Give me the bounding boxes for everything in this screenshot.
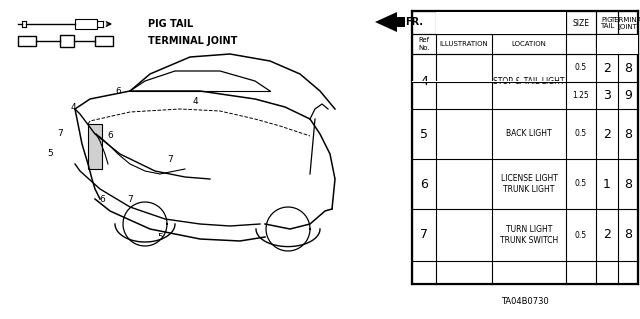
Text: COUPLER: COUPLER <box>481 19 521 27</box>
Text: 2: 2 <box>603 228 611 241</box>
Text: 5: 5 <box>420 128 428 140</box>
Text: SIZE: SIZE <box>573 19 589 27</box>
Text: 0.5: 0.5 <box>575 63 587 72</box>
Text: PIG TAIL: PIG TAIL <box>148 19 193 29</box>
Bar <box>449 75 456 88</box>
Text: TERMINAL
JOINT: TERMINAL JOINT <box>611 17 640 29</box>
Bar <box>458 160 470 165</box>
Text: 7: 7 <box>127 195 133 204</box>
Bar <box>439 216 489 254</box>
Bar <box>458 110 470 115</box>
Polygon shape <box>375 12 405 32</box>
Text: 8: 8 <box>624 128 632 140</box>
Bar <box>95 36 113 46</box>
Text: LOCATION: LOCATION <box>511 41 547 47</box>
Text: 8: 8 <box>624 62 632 75</box>
Bar <box>436 11 566 33</box>
Bar <box>18 36 36 46</box>
Bar <box>412 11 638 284</box>
Text: 8: 8 <box>624 228 632 241</box>
Text: 7: 7 <box>167 154 173 164</box>
Text: Ref No.: Ref No. <box>605 41 630 47</box>
Text: TERMINAL JOINT: TERMINAL JOINT <box>148 36 237 46</box>
Text: 3: 3 <box>603 89 611 102</box>
Text: 4: 4 <box>420 75 428 88</box>
Text: 5: 5 <box>47 150 53 159</box>
Bar <box>472 177 479 191</box>
Text: ILLUSTRATION: ILLUSTRATION <box>440 41 488 47</box>
Text: 6: 6 <box>115 86 121 95</box>
Text: 7: 7 <box>420 228 428 241</box>
Text: TURN LIGHT
TRUNK SWITCH: TURN LIGHT TRUNK SWITCH <box>500 225 558 245</box>
Bar <box>449 228 456 242</box>
Text: 4: 4 <box>70 102 76 112</box>
Text: TA04B0730: TA04B0730 <box>501 296 549 306</box>
Bar <box>60 35 74 47</box>
Bar <box>458 211 470 216</box>
Bar <box>461 127 467 141</box>
Bar <box>472 127 479 141</box>
Text: 2: 2 <box>603 128 611 140</box>
Bar <box>75 19 97 29</box>
Text: 0.5: 0.5 <box>575 231 587 240</box>
Bar <box>439 165 489 203</box>
Bar <box>439 63 489 70</box>
Text: 8: 8 <box>624 177 632 190</box>
Bar <box>449 127 456 141</box>
Text: 6: 6 <box>420 177 428 190</box>
Text: 5: 5 <box>157 233 163 241</box>
Bar <box>472 228 479 242</box>
Text: 0.5: 0.5 <box>575 130 587 138</box>
Text: Ref
No.: Ref No. <box>418 38 430 50</box>
Bar <box>472 75 479 88</box>
Text: LICENSE LIGHT
TRUNK LIGHT: LICENSE LIGHT TRUNK LIGHT <box>500 174 557 194</box>
Text: PIG
TAIL: PIG TAIL <box>600 17 614 29</box>
Bar <box>439 63 489 100</box>
Text: 0.5: 0.5 <box>575 180 587 189</box>
Bar <box>439 216 489 224</box>
Bar <box>412 81 566 82</box>
Text: 6: 6 <box>107 131 113 140</box>
Bar <box>449 177 456 191</box>
Bar <box>461 177 467 191</box>
Text: 1.25: 1.25 <box>573 91 589 100</box>
Bar <box>596 34 637 54</box>
Text: BACK LIGHT: BACK LIGHT <box>506 130 552 138</box>
Bar <box>439 115 489 153</box>
Text: 6: 6 <box>99 195 105 204</box>
Text: 7: 7 <box>57 130 63 138</box>
Bar <box>461 228 467 242</box>
Text: 9: 9 <box>624 89 632 102</box>
Text: 4: 4 <box>192 97 198 106</box>
Text: 1: 1 <box>603 177 611 190</box>
Bar <box>88 124 102 169</box>
Bar <box>439 115 489 122</box>
Bar <box>458 57 470 63</box>
Bar <box>439 165 489 173</box>
Text: FR.: FR. <box>405 17 423 27</box>
Text: 2: 2 <box>603 62 611 75</box>
Bar <box>461 75 467 88</box>
Text: STOP & TAIL LIGHT: STOP & TAIL LIGHT <box>493 77 564 86</box>
